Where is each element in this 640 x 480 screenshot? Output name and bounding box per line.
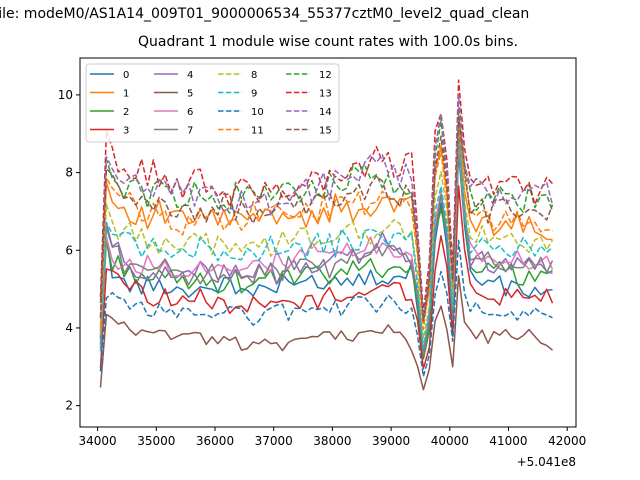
figure-suptitle: n file: modeM0/AS1A14_009T01_9000006534_…: [0, 6, 530, 22]
series-line-11: [99, 124, 553, 335]
legend-label-1: 1: [123, 89, 129, 100]
series-line-9: [99, 127, 553, 352]
legend-label-8: 8: [251, 70, 257, 81]
series-line-0: [99, 150, 553, 360]
x-tick-label: 35000: [137, 434, 175, 448]
series-line-6: [99, 137, 554, 352]
series-line-5: [99, 274, 553, 391]
legend-label-6: 6: [187, 107, 193, 118]
series-line-15: [99, 116, 554, 323]
x-tick-label: 34000: [79, 434, 117, 448]
legend-label-9: 9: [251, 89, 257, 100]
series-line-4: [99, 137, 553, 356]
legend-label-5: 5: [187, 89, 193, 100]
plot-frame: [79, 57, 577, 428]
x-tick-label: 42000: [548, 434, 586, 448]
y-tick-label: 6: [65, 243, 73, 257]
legend-label-7: 7: [187, 126, 193, 137]
series-line-1: [99, 120, 553, 328]
x-tick-label: 36000: [196, 434, 234, 448]
chart-title: Quadrant 1 module wise count rates with …: [138, 34, 518, 50]
legend-label-15: 15: [319, 126, 332, 137]
legend-label-0: 0: [123, 70, 129, 81]
legend-label-4: 4: [187, 70, 193, 81]
legend-box: [85, 63, 340, 143]
x-tick-label: 40000: [431, 434, 469, 448]
y-tick-label: 8: [65, 166, 73, 180]
legend-label-2: 2: [123, 107, 129, 118]
x-tick-label: 38000: [313, 434, 351, 448]
series-line-13: [99, 79, 554, 314]
x-tick-label: 37000: [255, 434, 293, 448]
series-line-8: [99, 114, 554, 340]
legend-label-12: 12: [319, 70, 332, 81]
series-line-7: [99, 129, 554, 357]
legend-label-13: 13: [319, 89, 332, 100]
series-lines: [99, 79, 554, 391]
y-tick-label: 10: [58, 88, 73, 102]
legend-label-10: 10: [251, 107, 264, 118]
series-line-2: [99, 145, 553, 360]
x-offset-label: +5.041e8: [517, 455, 576, 469]
series-line-10: [99, 239, 553, 378]
legend-label-11: 11: [251, 126, 264, 137]
legend-label-3: 3: [123, 126, 129, 137]
series-line-14: [99, 94, 554, 322]
series-line-3: [99, 185, 554, 370]
y-tick-label: 2: [65, 399, 73, 413]
x-tick-label: 39000: [372, 434, 410, 448]
legend-label-14: 14: [319, 107, 332, 118]
axis-ticks: 34000 35000 36000 37000 38000 39000 40000 41000…: [58, 88, 587, 448]
x-tick-label: 41000: [489, 434, 527, 448]
y-tick-label: 4: [65, 321, 73, 335]
